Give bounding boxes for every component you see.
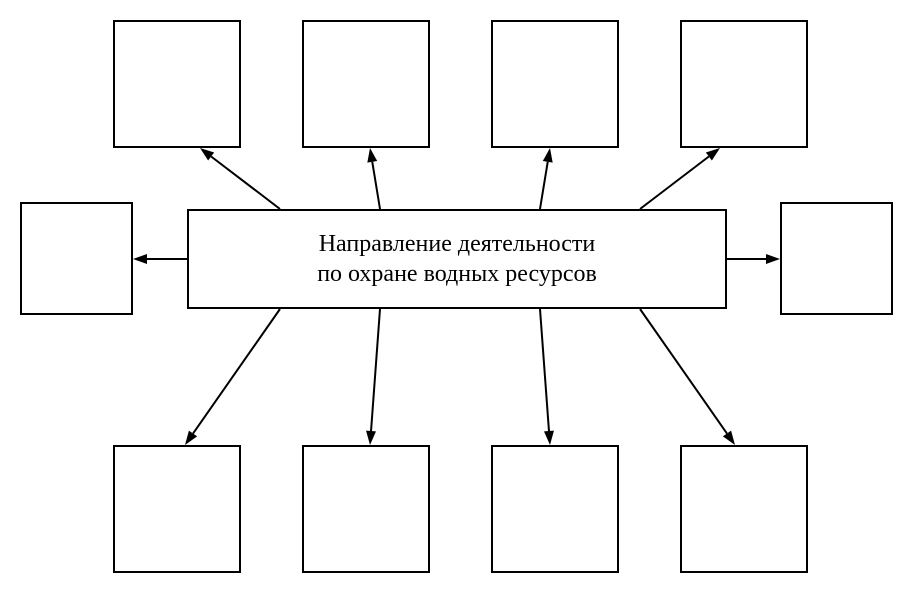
node-top-2 [302,20,430,148]
node-bottom-3 [491,445,619,573]
node-top-1 [113,20,241,148]
node-bottom-1 [113,445,241,573]
node-top-3 [491,20,619,148]
center-node-label: Направление деятельностипо охране водных… [317,229,597,289]
node-right [780,202,893,315]
node-top-4 [680,20,808,148]
node-bottom-4 [680,445,808,573]
diagram-stage: Направление деятельностипо охране водных… [0,0,909,615]
center-node: Направление деятельностипо охране водных… [187,209,727,309]
node-bottom-2 [302,445,430,573]
node-left [20,202,133,315]
